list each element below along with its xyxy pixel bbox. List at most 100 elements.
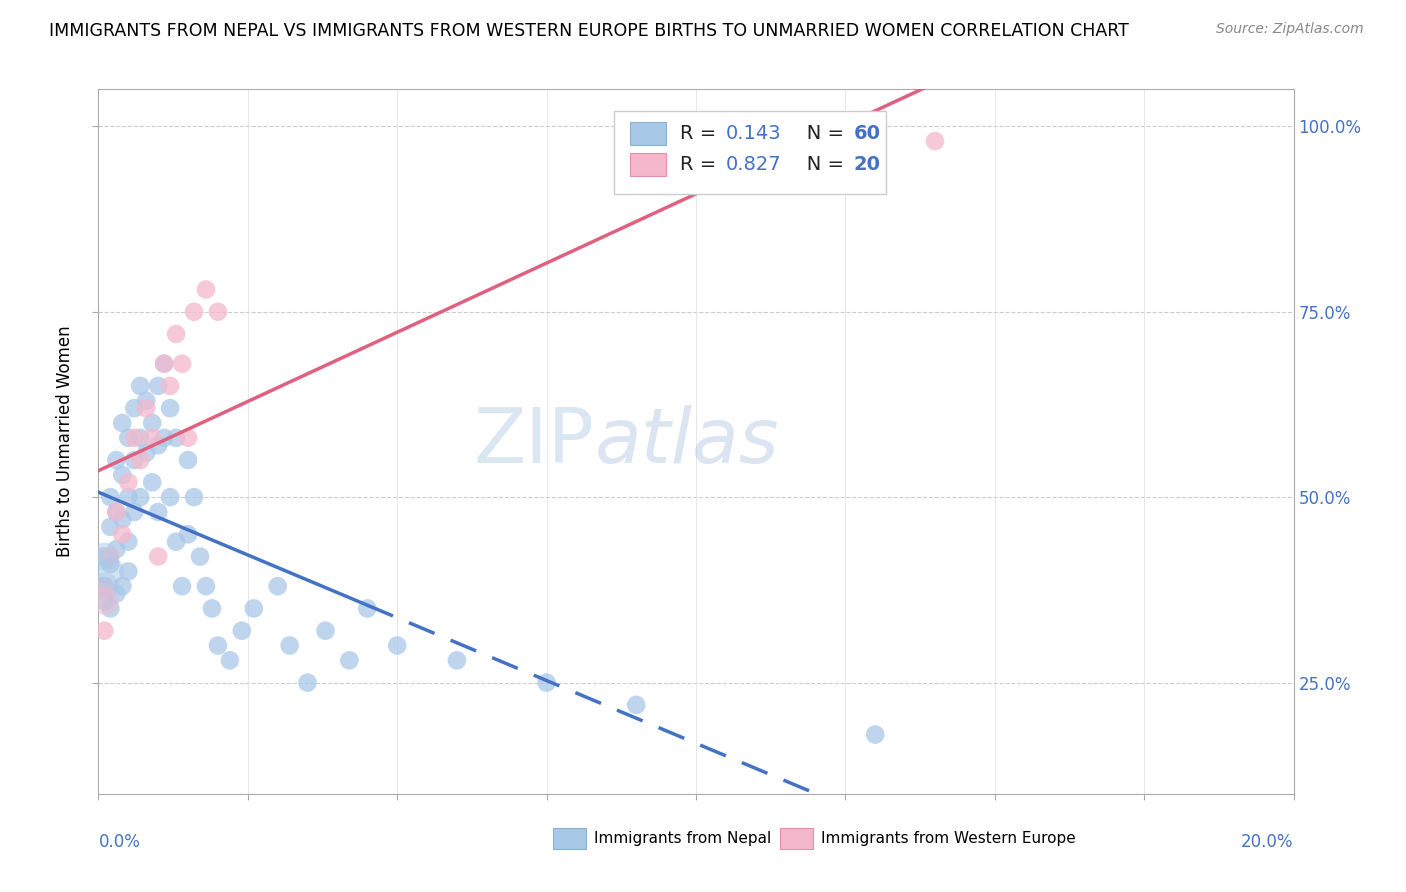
Point: [148, 438, 170, 452]
Point: [219, 653, 242, 667]
Point: [124, 505, 146, 519]
Text: 60: 60: [853, 124, 880, 143]
Point: [98, 549, 122, 564]
Point: [124, 431, 146, 445]
Point: [141, 431, 163, 445]
Point: [111, 416, 134, 430]
Text: atlas: atlas: [595, 405, 779, 478]
Point: [117, 431, 139, 445]
Point: [135, 401, 157, 416]
Text: 0.143: 0.143: [725, 124, 782, 143]
Point: [117, 490, 139, 504]
Point: [105, 453, 128, 467]
Point: [93, 579, 115, 593]
Point: [315, 624, 337, 638]
Point: [105, 586, 128, 600]
Point: [536, 675, 558, 690]
Point: [93, 594, 115, 608]
Point: [93, 579, 115, 593]
Text: ZIP: ZIP: [474, 405, 595, 478]
Point: [195, 579, 218, 593]
Point: [165, 326, 187, 341]
Point: [148, 505, 170, 519]
Point: [267, 579, 290, 593]
Point: [356, 601, 378, 615]
Point: [105, 542, 128, 557]
Point: [165, 534, 187, 549]
Point: [446, 653, 468, 667]
Point: [129, 431, 152, 445]
Point: [141, 416, 163, 430]
Point: [172, 579, 194, 593]
FancyBboxPatch shape: [779, 828, 813, 849]
Point: [98, 490, 122, 504]
Point: [297, 675, 319, 690]
Point: [159, 490, 181, 504]
Point: [177, 431, 200, 445]
Point: [93, 549, 115, 564]
Point: [201, 601, 224, 615]
Point: [129, 453, 152, 467]
Point: [385, 639, 409, 653]
Point: [159, 401, 181, 416]
Point: [98, 601, 122, 615]
Point: [117, 475, 139, 490]
Point: [111, 512, 134, 526]
Point: [278, 639, 301, 653]
Text: Immigrants from Western Europe: Immigrants from Western Europe: [821, 830, 1076, 846]
Point: [339, 653, 361, 667]
Point: [207, 304, 229, 318]
Point: [111, 579, 134, 593]
Point: [153, 357, 176, 371]
Text: 0.827: 0.827: [725, 155, 782, 174]
Point: [98, 565, 122, 579]
Point: [129, 490, 152, 504]
Point: [231, 624, 253, 638]
Text: 20: 20: [853, 155, 880, 174]
Point: [124, 453, 146, 467]
FancyBboxPatch shape: [613, 111, 886, 194]
FancyBboxPatch shape: [553, 828, 586, 849]
Point: [93, 624, 115, 638]
Point: [98, 520, 122, 534]
Text: R =: R =: [681, 155, 723, 174]
Point: [153, 431, 176, 445]
Point: [98, 557, 122, 571]
Point: [105, 505, 128, 519]
Point: [177, 527, 200, 541]
Point: [93, 549, 115, 564]
Point: [177, 453, 200, 467]
Point: [183, 304, 205, 318]
Text: R =: R =: [681, 124, 723, 143]
Point: [159, 379, 181, 393]
Point: [124, 401, 146, 416]
Point: [148, 379, 170, 393]
Point: [183, 490, 205, 504]
Point: [188, 549, 211, 564]
Point: [243, 601, 266, 615]
Text: N =: N =: [787, 155, 851, 174]
Point: [105, 505, 128, 519]
Text: 0.0%: 0.0%: [98, 832, 141, 851]
Point: [207, 639, 229, 653]
Text: Source: ZipAtlas.com: Source: ZipAtlas.com: [1216, 22, 1364, 37]
Point: [117, 534, 139, 549]
Point: [153, 357, 176, 371]
Point: [135, 393, 157, 408]
Text: N =: N =: [787, 124, 851, 143]
Text: IMMIGRANTS FROM NEPAL VS IMMIGRANTS FROM WESTERN EUROPE BIRTHS TO UNMARRIED WOME: IMMIGRANTS FROM NEPAL VS IMMIGRANTS FROM…: [49, 22, 1129, 40]
Point: [195, 283, 218, 297]
Point: [117, 565, 139, 579]
Point: [626, 698, 648, 712]
Text: Immigrants from Nepal: Immigrants from Nepal: [595, 830, 772, 846]
Point: [924, 134, 946, 148]
Point: [129, 379, 152, 393]
Point: [135, 445, 157, 459]
Text: 20.0%: 20.0%: [1241, 832, 1294, 851]
FancyBboxPatch shape: [630, 153, 666, 176]
Point: [165, 431, 187, 445]
Point: [865, 727, 887, 741]
Y-axis label: Births to Unmarried Women: Births to Unmarried Women: [56, 326, 75, 558]
FancyBboxPatch shape: [630, 122, 666, 145]
Point: [93, 579, 115, 593]
